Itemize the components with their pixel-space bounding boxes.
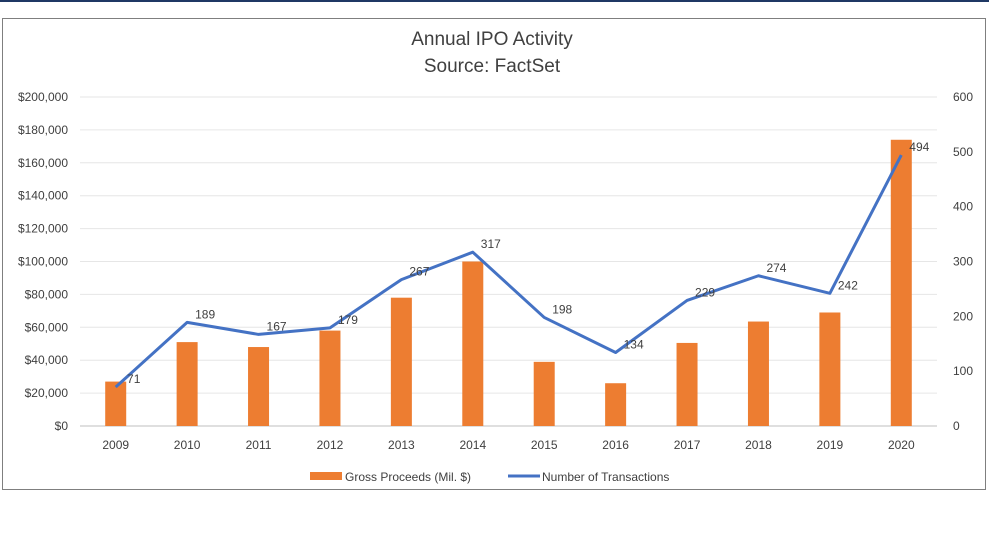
bar-2014 <box>462 261 484 426</box>
x-tick-label: 2020 <box>888 438 915 452</box>
legend-swatch-gross-proceeds <box>310 472 342 480</box>
y-left-tick-label: $160,000 <box>18 156 68 170</box>
x-tick-label: 2015 <box>531 438 558 452</box>
y-left-tick-label: $60,000 <box>25 320 69 334</box>
y-left-ticks: $0 $20,000 $40,000 $60,000 $80,000 $100,000 $1… <box>18 90 68 433</box>
bars <box>105 139 912 426</box>
x-tick-label: 2011 <box>246 438 272 452</box>
x-tick-label: 2017 <box>674 438 701 452</box>
line-series <box>114 154 903 389</box>
chart-subtitle: Source: FactSet <box>424 56 561 77</box>
bar-2015 <box>533 361 555 426</box>
x-tick-label: 2014 <box>459 438 486 452</box>
y-right-tick-label: 400 <box>953 200 973 214</box>
y-right-tick-label: 0 <box>953 419 960 433</box>
data-label-2013: 267 <box>409 265 429 279</box>
data-label-2020: 494 <box>909 140 929 154</box>
bar-2019 <box>819 312 841 426</box>
data-label-2016: 134 <box>624 338 644 352</box>
x-tick-label: 2013 <box>388 438 415 452</box>
y-left-tick-label: $140,000 <box>18 189 68 203</box>
legend-label-transactions: Number of Transactions <box>542 470 669 484</box>
bar-2020 <box>890 139 912 426</box>
y-left-tick-label: $200,000 <box>18 90 68 104</box>
y-right-tick-label: 500 <box>953 145 973 159</box>
data-label-2011: 167 <box>267 319 287 333</box>
y-right-tick-label: 200 <box>953 309 973 323</box>
legend: Gross Proceeds (Mil. $) Number of Transa… <box>310 470 669 484</box>
chart-title: Annual IPO Activity <box>411 29 573 50</box>
y-right-tick-label: 300 <box>953 255 973 269</box>
data-label-2009: 71 <box>127 372 141 386</box>
bar-2018 <box>747 321 769 426</box>
bar-2016 <box>605 383 627 426</box>
y-right-ticks: 0 100 200 300 400 500 600 <box>953 90 973 433</box>
data-label-2018: 274 <box>766 261 786 275</box>
y-right-tick-label: 100 <box>953 364 973 378</box>
gridlines <box>80 96 937 427</box>
bar-2013 <box>390 297 412 426</box>
y-left-tick-label: $180,000 <box>18 123 68 137</box>
y-left-tick-label: $0 <box>55 419 69 433</box>
y-left-tick-label: $100,000 <box>18 255 68 269</box>
bar-2017 <box>676 342 698 426</box>
data-label-2010: 189 <box>195 307 215 321</box>
data-label-2014: 317 <box>481 237 501 251</box>
line-transactions <box>114 154 903 389</box>
y-right-tick-label: 600 <box>953 90 973 104</box>
bar-2010 <box>176 342 198 426</box>
x-tick-label: 2016 <box>602 438 629 452</box>
data-label-2017: 229 <box>695 285 715 299</box>
data-labels: 71 189 167 179 267 317 198 134 229 274 242 494 <box>127 140 930 386</box>
y-left-tick-label: $120,000 <box>18 222 68 236</box>
data-label-2012: 179 <box>338 313 358 327</box>
x-tick-label: 2019 <box>817 438 844 452</box>
x-ticks: 2009 2010 2011 2012 2013 2014 2015 2016 2017 2018… <box>102 438 915 452</box>
bar-2011 <box>248 347 270 426</box>
data-label-2019: 242 <box>838 278 858 292</box>
top-border <box>0 0 989 2</box>
legend-label-gross-proceeds: Gross Proceeds (Mil. $) <box>345 470 471 484</box>
bar-2012 <box>319 330 341 426</box>
data-label-2015: 198 <box>552 302 572 316</box>
x-tick-label: 2012 <box>317 438 344 452</box>
bar-2009 <box>105 381 127 426</box>
y-left-tick-label: $40,000 <box>25 353 69 367</box>
y-left-tick-label: $80,000 <box>25 287 69 301</box>
x-tick-label: 2010 <box>174 438 201 452</box>
x-tick-label: 2009 <box>102 438 129 452</box>
y-left-tick-label: $20,000 <box>25 386 69 400</box>
x-tick-label: 2018 <box>745 438 772 452</box>
